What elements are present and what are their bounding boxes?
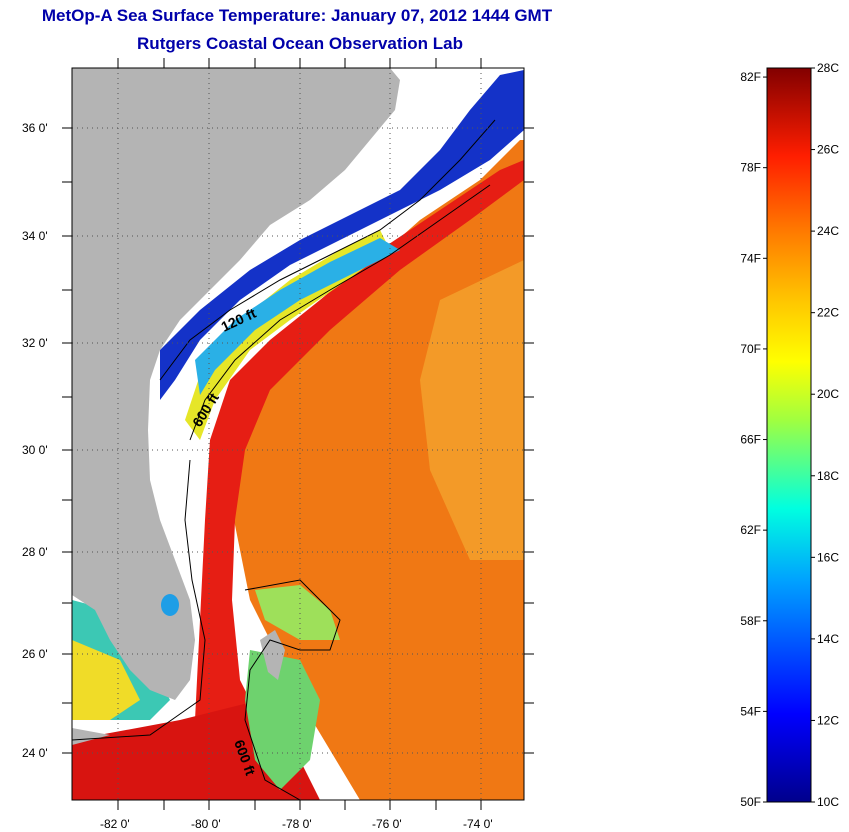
colorbar-label-fahrenheit: 54F: [740, 704, 761, 718]
colorbar-label-fahrenheit: 50F: [740, 795, 761, 809]
map-title: MetOp-A Sea Surface Temperature: January…: [41, 6, 553, 25]
colorbar-label-celsius: 24C: [817, 224, 839, 238]
lon-label-80: -80 0': [191, 817, 221, 831]
colorbar-gradient: [766, 67, 812, 803]
colorbar-label-fahrenheit: 78F: [740, 161, 761, 175]
colorbar-label-celsius: 26C: [817, 143, 839, 157]
isobath-bahamas: [244, 579, 341, 800]
colorbar-label-fahrenheit: 58F: [740, 614, 761, 628]
colorbar-label-celsius: 18C: [817, 469, 839, 483]
map-subtitle: Rutgers Coastal Ocean Observation Lab: [137, 34, 463, 53]
lat-label-26: 26 0': [22, 647, 48, 661]
lat-label-34: 34 0': [22, 229, 48, 243]
colorbar-ticks: 28C 26C 24C 22C 20C 18C 16C 14C 12C 10C 82F 78F 74F 7…: [740, 61, 839, 809]
colorbar-label-celsius: 22C: [817, 306, 839, 320]
colorbar-label-celsius: 14C: [817, 632, 839, 646]
colorbar-label-celsius: 12C: [817, 713, 839, 727]
tick-marks: [62, 58, 534, 810]
lon-label-78: -78 0': [282, 817, 312, 831]
graticule: [72, 68, 524, 800]
land-mainland: [72, 68, 400, 700]
lat-label-36: 36 0': [22, 121, 48, 135]
colorbar-label-fahrenheit: 66F: [740, 433, 761, 447]
lon-label-74: -74 0': [463, 817, 493, 831]
colorbar-label-celsius: 16C: [817, 550, 839, 564]
colorbar-label-fahrenheit: 70F: [740, 342, 761, 356]
colorbar: 28C 26C 24C 22C 20C 18C 16C 14C 12C 10C 82F 78F 74F 7…: [740, 61, 839, 809]
sst-map: 120 ft 600 ft 600 ft: [22, 58, 534, 831]
colorbar-label-celsius: 28C: [817, 61, 839, 75]
shelf-water-green: [245, 650, 320, 790]
cool-coastal-water: [195, 238, 400, 395]
lon-label-76: -76 0': [372, 817, 402, 831]
lat-label-32: 32 0': [22, 336, 48, 350]
isobath-600ft: [189, 184, 491, 441]
isobath-120ft: [159, 119, 496, 381]
lake-okeechobee: [161, 594, 179, 616]
colorbar-label-celsius: 20C: [817, 387, 839, 401]
colorbar-label-celsius: 10C: [817, 795, 839, 809]
colorbar-label-fahrenheit: 82F: [740, 70, 761, 84]
cold-coastal-water: [160, 70, 524, 400]
colorbar-label-fahrenheit: 74F: [740, 251, 761, 265]
sst-warm-patch: [420, 260, 524, 560]
land-cuba-edge: [72, 728, 110, 745]
lon-label-82: -82 0': [100, 817, 130, 831]
lat-label-24: 24 0': [22, 746, 48, 760]
isobath-florida: [72, 459, 206, 741]
lat-label-28: 28 0': [22, 545, 48, 559]
lat-label-30: 30 0': [22, 443, 48, 457]
gulf-west-warm: [72, 640, 140, 720]
map-frame: [71, 67, 525, 801]
gulf-stream: [140, 160, 524, 800]
shelf-water-yellow: [185, 230, 390, 440]
colorbar-label-fahrenheit: 62F: [740, 523, 761, 537]
bahamas-shelf: [255, 585, 340, 640]
